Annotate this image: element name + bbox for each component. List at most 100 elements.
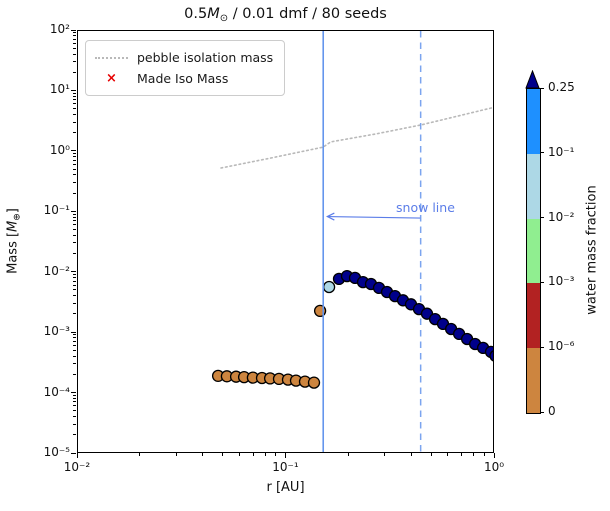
y-minor-tick: [73, 289, 76, 291]
y-minor-tick: [73, 334, 76, 336]
colorbar-tick-label: 10⁻⁶: [548, 339, 575, 354]
y-tick-label: 10⁻⁵: [43, 445, 70, 459]
y-minor-tick: [73, 401, 76, 403]
y-minor-tick: [73, 313, 76, 315]
y-tick-label: 10²: [49, 22, 70, 36]
y-minor-tick: [73, 92, 76, 94]
y-minor-tick: [73, 416, 76, 418]
y-minor-tick: [73, 53, 76, 55]
y-minor-tick: [73, 113, 76, 115]
y-minor-tick: [73, 410, 76, 412]
chart-title: 0.5M⊙ / 0.01 dmf / 80 seeds: [77, 6, 494, 24]
y-major-tick: [71, 89, 76, 91]
colorbar-tick-label: 0: [548, 404, 556, 418]
y-minor-tick: [73, 108, 76, 110]
colorbar-tick: [540, 281, 544, 283]
y-minor-tick: [73, 253, 76, 255]
colorbar-segment: [527, 348, 540, 413]
x-minor-tick: [410, 453, 412, 456]
scatter-point: [307, 376, 321, 389]
y-minor-tick: [73, 132, 76, 134]
y-minor-tick: [73, 35, 76, 37]
x-minor-tick: [264, 453, 266, 456]
y-minor-tick: [73, 174, 76, 176]
scatter-point: [322, 280, 336, 294]
y-minor-tick: [73, 337, 76, 339]
legend-label: Made Iso Mass: [137, 71, 229, 86]
colorbar-segment: [527, 218, 540, 284]
y-major-tick: [71, 150, 76, 152]
colorbar-tick-label: 10⁻¹: [548, 144, 575, 159]
y-minor-tick: [73, 159, 76, 161]
y-minor-tick: [73, 95, 76, 97]
colorbar: [526, 88, 541, 414]
colorbar-tick: [540, 346, 544, 348]
x-tick-label: 10⁻¹: [272, 460, 299, 474]
y-minor-tick: [73, 394, 76, 396]
y-minor-tick: [73, 434, 76, 436]
x-minor-tick: [222, 453, 224, 456]
x-tick-label: 10⁻²: [63, 460, 91, 474]
snow-line-arrow: [327, 215, 421, 219]
y-label-mass-symbol: M: [5, 220, 21, 232]
y-minor-tick: [73, 213, 76, 215]
earth-symbol: ⊕: [12, 213, 23, 221]
y-minor-tick: [73, 242, 76, 244]
x-minor-tick: [139, 453, 141, 456]
title-prefix: 0.5: [184, 6, 208, 22]
y-minor-tick: [73, 397, 76, 399]
x-minor-tick: [175, 453, 177, 456]
y-major-tick: [71, 392, 76, 394]
plot-area: snow line pebble isolation mass × Made I…: [77, 30, 494, 453]
colorbar-tick: [540, 411, 544, 413]
title-mass-symbol: M: [207, 6, 220, 22]
x-major-tick: [76, 453, 78, 458]
sun-symbol: ⊙: [219, 13, 229, 24]
x-minor-tick: [430, 453, 432, 456]
x-minor-tick: [473, 453, 475, 456]
y-minor-tick: [73, 349, 76, 351]
y-major-tick: [71, 29, 76, 31]
y-minor-tick: [73, 99, 76, 101]
y-tick-label: 10⁰: [49, 142, 70, 157]
colorbar-segment: [527, 89, 540, 154]
y-minor-tick: [73, 373, 76, 375]
colorbar-segment: [527, 153, 540, 219]
snow-line-arrowhead: [326, 212, 335, 221]
x-tick-label: 10⁰: [483, 460, 505, 474]
x-major-tick: [285, 453, 286, 458]
dotted-line-marker-icon: [95, 56, 128, 59]
y-minor-tick: [73, 273, 76, 275]
y-major-tick: [71, 331, 76, 333]
x-minor-tick: [461, 453, 463, 456]
legend-label: pebble isolation mass: [137, 50, 274, 65]
y-minor-tick: [73, 295, 76, 297]
colorbar-over-arrow-icon: [525, 70, 540, 89]
y-minor-tick: [73, 163, 76, 165]
y-minor-tick: [73, 42, 76, 44]
y-minor-tick: [73, 61, 76, 63]
y-minor-tick: [73, 234, 76, 236]
snow-line-annotation-text: snow line: [396, 200, 455, 215]
y-minor-tick: [73, 228, 76, 230]
y-minor-tick: [73, 355, 76, 357]
y-minor-tick: [73, 71, 76, 73]
y-minor-tick: [73, 168, 76, 170]
y-label-suffix: ]: [5, 208, 21, 214]
legend-item-pebble-isolation-mass: pebble isolation mass: [95, 47, 273, 68]
x-minor-tick: [483, 453, 485, 456]
colorbar-tick: [540, 152, 544, 154]
x-marker-icon: ×: [106, 71, 117, 86]
plot-canvas: snow line: [211, 31, 493, 452]
legend-item-made-iso-mass: × Made Iso Mass: [95, 68, 273, 89]
colorbar-segment: [527, 283, 540, 349]
y-minor-tick: [73, 280, 76, 282]
y-minor-tick: [73, 220, 76, 222]
y-tick-label: 10⁻¹: [43, 203, 70, 218]
y-minor-tick: [73, 277, 76, 279]
y-minor-tick: [73, 405, 76, 407]
y-minor-tick: [73, 302, 76, 304]
y-minor-tick: [73, 363, 76, 365]
y-minor-tick: [73, 341, 76, 342]
